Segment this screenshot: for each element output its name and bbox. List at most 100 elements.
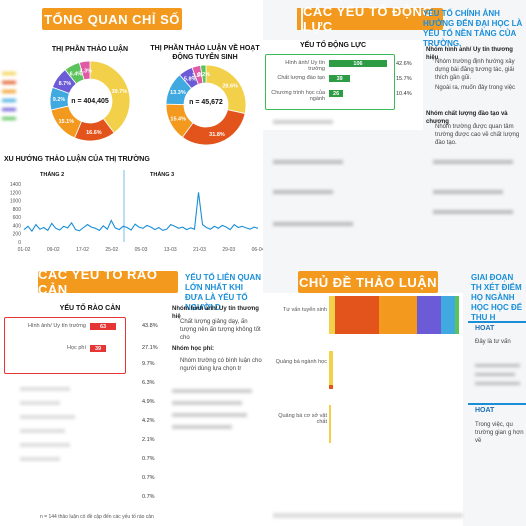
- trend-x-tick-0: 01-02: [18, 247, 31, 253]
- driver-bar-2: 26: [329, 90, 344, 97]
- trend-y-tick-2: 1000: [10, 199, 21, 205]
- trend-y-tick-1: 1200: [10, 190, 21, 196]
- drivers-blurred-footer: [263, 150, 526, 263]
- donut2-slice-label-2: 15.4%: [170, 117, 186, 123]
- trend-y-tick-0: 1400: [10, 182, 21, 188]
- driver-value-0: 106: [353, 60, 363, 67]
- topics-heading: GIAI ĐOẠN TH XÉT ĐIỂM HỌ NGÀNH HỌC HỌC Đ…: [471, 273, 523, 322]
- side2-line: [468, 403, 526, 405]
- donut2-center: n = 45,672: [189, 99, 223, 106]
- side1-line: [468, 321, 526, 323]
- barrier-bar-1: 39: [90, 345, 107, 352]
- side1-text: Đây là tư vấn: [475, 339, 511, 345]
- side1-blurred: [475, 358, 520, 391]
- trend-month-a: THÁNG 2: [40, 171, 64, 178]
- trend-y-tick-7: 0: [18, 240, 21, 246]
- donut1-title: THỊ PHẦN THẢO LUẬN: [51, 46, 129, 53]
- driver-pct-1: 15.7%: [396, 76, 412, 82]
- donut1-slice-label-0: 39.7%: [112, 89, 128, 95]
- barrier-pct-0: 43.8%: [142, 323, 158, 329]
- drivers-blurred-rows: [273, 116, 333, 128]
- barrier-value-1: 39: [94, 345, 102, 352]
- barrier-value-0: 63: [99, 323, 107, 330]
- trend-month-b: THÁNG 3: [150, 171, 174, 178]
- trend-x-tick-3: 25-02: [105, 247, 118, 253]
- topic-row-1-label: Tư vấn tuyển sinh: [282, 307, 327, 313]
- donut1-chart: 39.7% 16.6% 15.1% 9.2% 8.7% 6.4%4.3%: [49, 60, 131, 142]
- donut1-slice-label-5: 6.4%: [70, 71, 83, 77]
- trend-y-tick-6: 200: [13, 232, 22, 238]
- topic-row-2-bar: [329, 351, 333, 389]
- driver-pct-0: 42.6%: [396, 61, 412, 67]
- legend-blurred: [2, 66, 22, 126]
- side2-text: Trong việc, qu trường gian g hơn về: [475, 422, 524, 444]
- donut1-slice-label-4: 8.7%: [59, 81, 72, 87]
- overview-panel: TỔNG QUAN CHỈ SỐ THỊ PHẦN THẢO LUẬN 39.7…: [0, 0, 263, 263]
- donut2-slice-6: [200, 64, 207, 84]
- trend-x-tick-7: 29-03: [222, 247, 235, 253]
- driver-bar-0: 106: [329, 60, 387, 67]
- donut2-slice-label-3: 13.3%: [170, 90, 186, 96]
- barriers-blurred-text: [172, 381, 252, 437]
- donut2-title: THỊ PHẦN THẢO LUẬN VỀ HOẠT ĐỘNG TUYỂN SI…: [150, 45, 260, 61]
- donut2-slice-label-6: 2.2%: [198, 72, 211, 78]
- barrier-label-0: Hình ảnh/ Uy tín trường: [27, 323, 86, 329]
- trend-x-tick-8: 06-04: [252, 247, 263, 253]
- topic-row-1-bar: [329, 296, 459, 334]
- barriers-footnote: n = 144 thảo luận có đề cập đến các yếu …: [40, 514, 154, 520]
- topics-banner: CHỦ ĐỀ THẢO LUẬN: [298, 271, 438, 293]
- barriers-bullet2-head: Nhóm học phí:: [172, 346, 214, 352]
- barrier-other-pct-7: 0.7%: [142, 494, 155, 500]
- barrier-other-pct-4: 2.1%: [142, 437, 155, 443]
- driver-label-2: Chương trình học của ngành: [271, 90, 325, 102]
- trend-x-tick-5: 13-03: [164, 247, 177, 253]
- drivers-banner-text: CÁC YẾU TỐ ĐỘNG LỰC: [303, 4, 434, 34]
- topic-row-2-label: Quảng bá ngành học: [275, 359, 327, 365]
- trend-x-tick-1: 09-02: [47, 247, 60, 253]
- topics-panel: CHỦ ĐỀ THẢO LUẬN GIAI ĐOẠN TH XÉT ĐIỂM H…: [263, 263, 526, 526]
- drivers-chart-card: [263, 40, 423, 130]
- donut2-chart: 28.6% 31.8% 15.4% 13.3% 5.8%3.5%2.2%: [165, 64, 247, 146]
- trend-y-tick-3: 800: [13, 207, 22, 213]
- donut2-slice-label-5: 3.5%: [192, 73, 205, 79]
- bullet1-head: Nhóm hình ảnh/ Uy tín thương hiệu: [426, 47, 513, 61]
- barrier-label-1: Học phí: [67, 345, 86, 351]
- drivers-chart-title: YẾU TỐ ĐỘNG LỰC: [299, 42, 367, 49]
- bullet1-text: Nhóm trường định hướng xây dựng bài đăng…: [435, 59, 515, 81]
- driver-row-0: Hình ảnh/ Uy tín trường: [267, 60, 325, 72]
- drivers-heading: YẾU TỐ CHÍNH ẢNH HƯỞNG ĐẾN ĐẠI HỌC LÀ YẾ…: [423, 9, 523, 48]
- donut2-slice-label-1: 31.8%: [209, 132, 225, 138]
- drivers-highlight-box: [265, 54, 395, 110]
- barriers-chart-title: YẾU TỐ RÀO CẢN: [59, 305, 121, 312]
- trend-y-tick-4: 600: [13, 215, 22, 221]
- bullet2-head: Nhóm chất lượng đào tạo và chương: [426, 111, 508, 125]
- topic-row-3-label: Quảng bá cơ sở vật chất: [278, 413, 327, 425]
- drivers-panel: CÁC YẾU TỐ ĐỘNG LỰC YẾU TỐ CHÍNH ẢNH HƯỞ…: [263, 0, 526, 263]
- topics-blurred-axis: [273, 513, 463, 518]
- barrier-bar-0: 63: [90, 323, 116, 330]
- barrier-other-pct-1: 6.3%: [142, 380, 155, 386]
- topic-row-3-bar: [329, 405, 331, 443]
- trend-x-tick-2: 17-02: [76, 247, 89, 253]
- donut1-slice-label-3: 9.2%: [53, 97, 66, 103]
- driver-value-1: 39: [336, 75, 343, 82]
- side1-title: HOAT: [475, 325, 495, 332]
- topics-banner-text: CHỦ ĐỀ THẢO LUẬN: [299, 274, 437, 290]
- drivers-banner: CÁC YẾU TỐ ĐỘNG LỰC: [297, 4, 443, 34]
- barrier-other-pct-2: 4.9%: [142, 399, 155, 405]
- barrier-other-pct-3: 4.2%: [142, 418, 155, 424]
- donut2-slice-label-4: 5.8%: [184, 76, 197, 82]
- side2-title: HOAT: [475, 407, 495, 414]
- trend-y-tick-5: 400: [13, 223, 22, 229]
- barriers-bullet2-text: Nhóm trường có bình luận cho người dùng …: [180, 358, 262, 372]
- driver-row-1: Chất lượng đào tạo: [267, 75, 325, 81]
- driver-label-0: Hình ảnh/ Uy tín trường: [285, 60, 325, 72]
- donut1-slice-label-6: 4.3%: [80, 68, 93, 74]
- barriers-bullet1-head: Nhóm hình ảnh/ Uy tín thương hiệ: [172, 306, 259, 320]
- barriers-blurred-rows: [20, 377, 75, 471]
- barrier-other-pct-0: 9.7%: [142, 361, 155, 367]
- donut1-center: n = 404,405: [71, 98, 109, 105]
- driver-row-2: Chương trình học của ngành: [267, 90, 325, 102]
- trend-x-tick-4: 05-03: [135, 247, 148, 253]
- barriers-heading: YẾU TỐ LIÊN QUAN LỚN NHẤT KHI ĐƯA LÀ YẾU…: [185, 273, 262, 312]
